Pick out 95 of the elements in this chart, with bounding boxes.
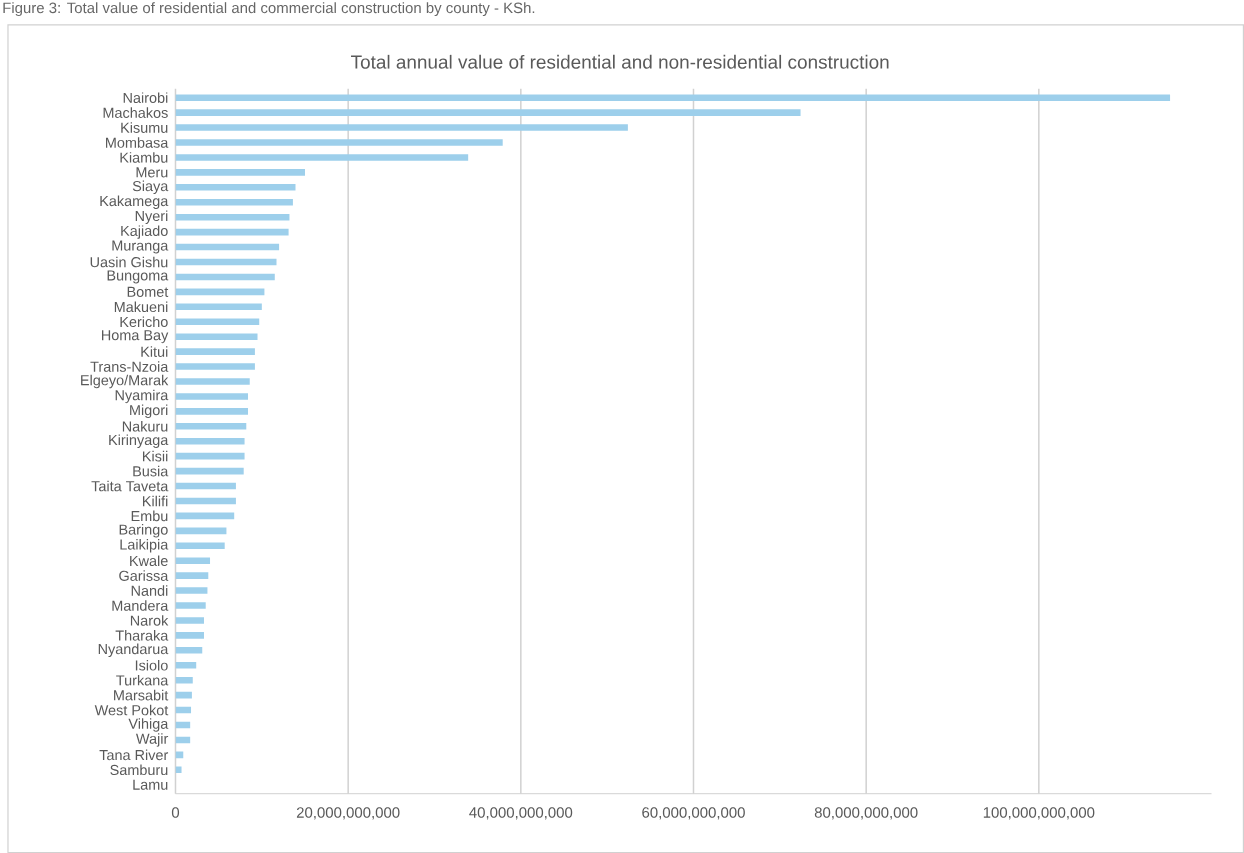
y-tick-label: Vihiga: [128, 718, 169, 732]
caption: Figure 3: Total value of residential and commercial construction by county - KSh.: [3, 2, 535, 17]
bar: [175, 542, 225, 549]
y-tick-label: Muranga: [112, 240, 169, 254]
y-tick-label: Isiolo: [135, 659, 168, 671]
y-tick-label: Kisumu: [121, 122, 168, 133]
bar: [175, 258, 277, 266]
bar: [175, 333, 258, 340]
y-tick-label: Makueni: [114, 301, 168, 313]
bar: [175, 243, 280, 251]
y-tick-label: Meru: [136, 167, 168, 178]
bar: [175, 602, 206, 609]
bar: [175, 213, 290, 221]
bar: [175, 512, 235, 520]
y-tick-label: Bungoma: [107, 270, 169, 284]
y-tick-label: Embu: [131, 510, 168, 522]
y-tick-label: Machakos: [103, 107, 168, 118]
bar: [175, 363, 255, 370]
y-tick-label: Kisii: [142, 450, 168, 462]
y-tick-label: Bomet: [127, 286, 169, 297]
x-tick-label: 80,000,000,000: [814, 807, 918, 820]
y-tick-label: Kilifi: [142, 495, 168, 507]
y-tick-label: Kakamega: [100, 195, 169, 209]
y-tick-label: Nyamira: [115, 389, 169, 404]
y-tick-label: Kiambu: [120, 152, 168, 163]
bar: [175, 273, 275, 281]
bar: [175, 632, 204, 639]
y-tick-label: Nyeri: [135, 210, 168, 224]
bar: [175, 288, 265, 296]
bar: [175, 169, 305, 176]
y-tick-label: Kirinyaga: [109, 434, 169, 448]
y-tick-label: Mombasa: [106, 137, 169, 148]
bar: [175, 393, 249, 400]
y-tick-label: West Pokot: [94, 704, 169, 716]
y-tick-label: Marsabit: [114, 689, 169, 701]
y-tick-label: Narok: [130, 615, 169, 626]
bar: [175, 139, 503, 146]
bar: [175, 452, 245, 460]
y-tick-label: Kajiado: [121, 225, 168, 239]
y-tick-label: Turkana: [116, 674, 169, 686]
y-tick-label: Baringo: [119, 524, 168, 538]
bar: [175, 124, 628, 131]
y-tick-label: Tana River: [99, 749, 169, 761]
x-tick-label: 20,000,000,000: [296, 807, 400, 820]
bar: [175, 557, 211, 564]
y-tick-label: Kitui: [141, 346, 168, 357]
y-tick-label: Laikipia: [120, 538, 169, 553]
y-tick-label: Kericho: [120, 316, 168, 327]
y-tick-label: Nandi: [131, 585, 168, 596]
bar: [175, 109, 801, 116]
y-tick-label: Elgeyo/Marak: [81, 374, 169, 389]
bar: [175, 348, 255, 355]
bar: [175, 228, 289, 236]
bar: [175, 303, 262, 311]
chart-title: Total annual value of residential and non-residential construction: [351, 54, 889, 69]
bar: [175, 437, 245, 445]
bar: [175, 617, 204, 624]
y-tick-label: Garissa: [119, 570, 169, 581]
y-tick-label: Samburu: [110, 764, 168, 776]
bar: [175, 198, 293, 206]
y-tick-label: Migori: [130, 404, 168, 419]
x-tick-label: 100,000,000,000: [983, 807, 1095, 820]
x-tick-label: 60,000,000,000: [642, 807, 745, 820]
bar: [175, 408, 249, 415]
bar: [175, 482, 236, 490]
bar: [175, 587, 208, 594]
bar: [175, 183, 296, 191]
bar: [175, 378, 250, 385]
bar: [175, 318, 260, 325]
y-tick-label: Nairobi: [123, 92, 168, 103]
y-tick-label: Kwale: [130, 555, 168, 566]
bar: [175, 661, 197, 669]
y-tick-label: Wajir: [135, 733, 169, 747]
bar: [175, 422, 247, 430]
y-tick-label: Uasin Gishu: [90, 256, 168, 268]
bar: [175, 497, 236, 505]
y-tick-label: Taita Taveta: [91, 480, 169, 492]
y-tick-label: Tharaka: [115, 630, 169, 641]
bar: [175, 154, 469, 161]
y-tick-label: Busia: [133, 465, 169, 477]
bar: [175, 572, 209, 579]
y-tick-label: Nyandarua: [98, 643, 169, 657]
bar: [175, 527, 227, 535]
y-tick-label: Nakuru: [122, 420, 168, 432]
x-tick-label: 40,000,000,000: [469, 807, 573, 820]
y-tick-label: Homa Bay: [102, 330, 169, 344]
y-tick-label: Lamu: [133, 779, 168, 790]
bar: [175, 646, 203, 654]
y-tick-label: Mandera: [112, 600, 169, 611]
y-tick-label: Siaya: [132, 180, 169, 194]
bar: [175, 467, 244, 475]
x-tick-label: 0: [171, 807, 180, 818]
bar: [175, 766, 182, 774]
y-tick-label: Trans-Nzoia: [90, 361, 169, 372]
bar: [175, 94, 1171, 101]
